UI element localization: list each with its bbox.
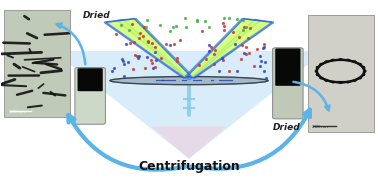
Text: 100 nm: 100 nm [9,110,25,114]
FancyArrowPatch shape [192,110,310,169]
FancyBboxPatch shape [273,48,303,119]
FancyBboxPatch shape [308,15,373,132]
Polygon shape [118,20,189,80]
Ellipse shape [110,77,268,85]
Polygon shape [151,126,227,159]
Text: Dried: Dried [273,123,301,132]
FancyArrowPatch shape [57,24,85,64]
Polygon shape [185,19,272,78]
FancyBboxPatch shape [77,68,103,91]
FancyBboxPatch shape [75,68,105,124]
Text: Dried: Dried [83,10,111,20]
Polygon shape [106,19,193,78]
Polygon shape [53,51,325,159]
FancyBboxPatch shape [275,49,301,86]
FancyBboxPatch shape [5,10,70,117]
FancyArrowPatch shape [68,115,186,170]
FancyArrowPatch shape [293,82,330,110]
Text: Centrifugation: Centrifugation [138,160,240,173]
Text: 200 nm: 200 nm [312,125,328,129]
Polygon shape [189,20,260,80]
